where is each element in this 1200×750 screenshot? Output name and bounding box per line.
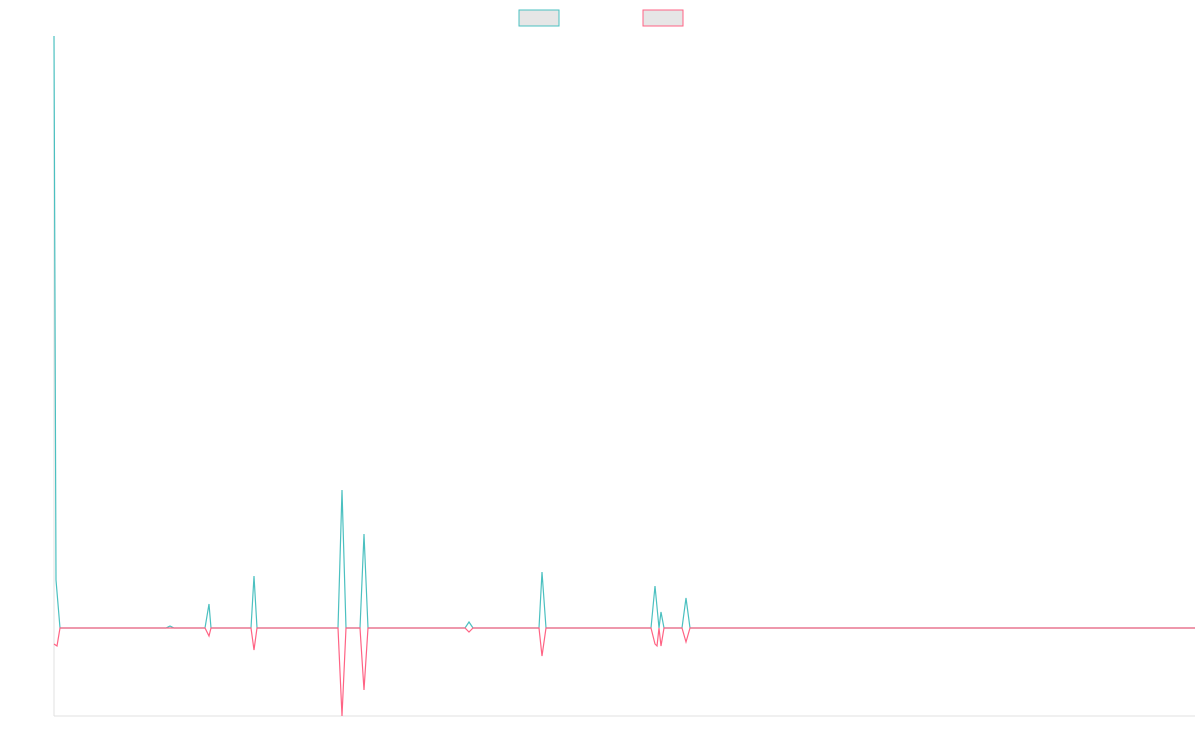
series-line (53, 627, 1195, 717)
legend-swatch[interactable] (642, 9, 684, 27)
series-line (53, 35, 1195, 629)
legend-swatch[interactable] (518, 9, 560, 27)
